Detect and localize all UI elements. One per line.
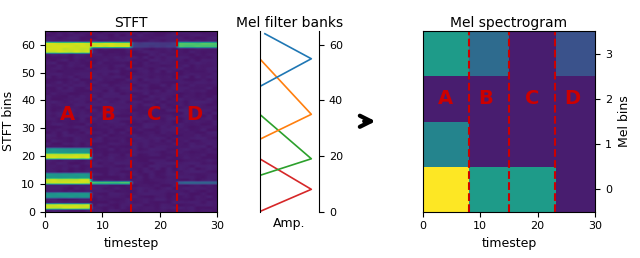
Text: C: C <box>147 105 161 124</box>
Title: Mel filter banks: Mel filter banks <box>236 16 343 30</box>
X-axis label: Amp.: Amp. <box>273 217 306 230</box>
Text: C: C <box>525 89 539 108</box>
Text: D: D <box>186 105 202 124</box>
Text: B: B <box>100 105 115 124</box>
Text: A: A <box>60 105 76 124</box>
Text: A: A <box>438 89 453 108</box>
Text: B: B <box>479 89 493 108</box>
Title: Mel spectrogram: Mel spectrogram <box>451 16 568 30</box>
X-axis label: timestep: timestep <box>104 237 159 250</box>
Y-axis label: Mel bins: Mel bins <box>618 95 630 147</box>
Y-axis label: STFT bins: STFT bins <box>3 91 15 151</box>
Title: STFT: STFT <box>115 16 148 30</box>
Text: D: D <box>564 89 580 108</box>
X-axis label: timestep: timestep <box>481 237 536 250</box>
